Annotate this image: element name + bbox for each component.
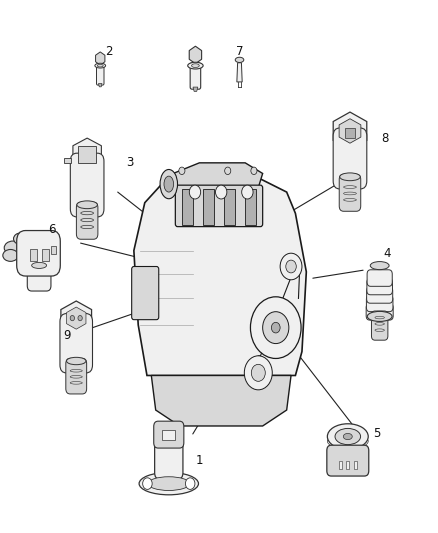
Polygon shape — [99, 84, 102, 87]
FancyBboxPatch shape — [367, 278, 392, 295]
Ellipse shape — [335, 429, 360, 445]
Bar — [346, 128, 354, 138]
Polygon shape — [237, 63, 242, 82]
Bar — [42, 249, 49, 261]
FancyBboxPatch shape — [175, 185, 263, 227]
FancyBboxPatch shape — [333, 128, 367, 189]
Ellipse shape — [340, 173, 360, 181]
Ellipse shape — [14, 233, 29, 245]
Circle shape — [70, 316, 74, 321]
Ellipse shape — [3, 249, 18, 261]
Text: 9: 9 — [64, 329, 71, 342]
Ellipse shape — [164, 176, 173, 192]
Polygon shape — [333, 112, 367, 150]
FancyBboxPatch shape — [367, 295, 393, 312]
Ellipse shape — [32, 262, 46, 269]
FancyBboxPatch shape — [367, 287, 393, 303]
FancyBboxPatch shape — [60, 313, 92, 373]
Text: 1: 1 — [196, 454, 203, 467]
Ellipse shape — [148, 477, 190, 490]
FancyBboxPatch shape — [339, 174, 361, 211]
FancyBboxPatch shape — [190, 63, 201, 89]
Circle shape — [251, 365, 265, 381]
Polygon shape — [189, 46, 201, 63]
Bar — [162, 430, 175, 440]
FancyBboxPatch shape — [367, 270, 392, 286]
Ellipse shape — [327, 424, 368, 449]
Polygon shape — [151, 375, 291, 426]
Ellipse shape — [139, 472, 198, 495]
Ellipse shape — [235, 57, 244, 62]
Circle shape — [143, 478, 152, 489]
Circle shape — [179, 167, 185, 174]
Ellipse shape — [67, 357, 86, 365]
FancyBboxPatch shape — [17, 231, 60, 276]
Circle shape — [189, 185, 201, 199]
Circle shape — [215, 185, 227, 199]
Text: 2: 2 — [105, 45, 113, 58]
Polygon shape — [67, 307, 86, 329]
Circle shape — [225, 167, 231, 174]
Ellipse shape — [367, 311, 392, 321]
Bar — [78, 147, 96, 163]
Circle shape — [242, 185, 253, 199]
FancyBboxPatch shape — [27, 259, 51, 291]
Bar — [354, 461, 357, 469]
Bar — [346, 461, 350, 469]
Circle shape — [244, 356, 272, 390]
FancyBboxPatch shape — [154, 421, 184, 448]
Text: 6: 6 — [49, 223, 56, 236]
Ellipse shape — [95, 63, 106, 68]
Polygon shape — [95, 52, 105, 65]
Polygon shape — [173, 163, 263, 195]
Circle shape — [263, 312, 289, 344]
Bar — [245, 189, 256, 225]
FancyBboxPatch shape — [71, 153, 104, 217]
Polygon shape — [193, 87, 198, 91]
Text: 5: 5 — [373, 427, 381, 440]
Polygon shape — [134, 165, 306, 375]
Circle shape — [251, 167, 257, 174]
Bar — [224, 189, 235, 225]
FancyBboxPatch shape — [366, 303, 393, 320]
FancyBboxPatch shape — [371, 311, 388, 340]
Text: 7: 7 — [236, 45, 244, 58]
Ellipse shape — [188, 62, 203, 69]
Text: 3: 3 — [126, 156, 133, 169]
Polygon shape — [61, 301, 92, 335]
Ellipse shape — [77, 201, 97, 208]
Polygon shape — [73, 138, 101, 168]
FancyBboxPatch shape — [327, 445, 369, 476]
FancyBboxPatch shape — [96, 63, 104, 85]
FancyBboxPatch shape — [76, 202, 98, 239]
Polygon shape — [339, 119, 361, 143]
Ellipse shape — [97, 64, 103, 67]
Circle shape — [251, 297, 301, 359]
Bar — [339, 461, 342, 469]
Text: 4: 4 — [383, 247, 391, 260]
Bar — [51, 246, 56, 254]
FancyBboxPatch shape — [66, 358, 87, 394]
Circle shape — [78, 316, 82, 321]
Circle shape — [280, 253, 302, 280]
Circle shape — [286, 260, 296, 273]
Circle shape — [272, 322, 280, 333]
Ellipse shape — [370, 262, 389, 270]
FancyBboxPatch shape — [155, 434, 183, 479]
Polygon shape — [64, 158, 71, 163]
Circle shape — [185, 478, 195, 489]
Ellipse shape — [191, 64, 199, 68]
Ellipse shape — [160, 169, 177, 199]
Bar — [30, 249, 37, 261]
Ellipse shape — [4, 241, 22, 255]
Text: 8: 8 — [381, 132, 389, 146]
Bar — [203, 189, 214, 225]
Ellipse shape — [343, 433, 352, 440]
Bar — [182, 189, 193, 225]
FancyBboxPatch shape — [132, 266, 159, 320]
